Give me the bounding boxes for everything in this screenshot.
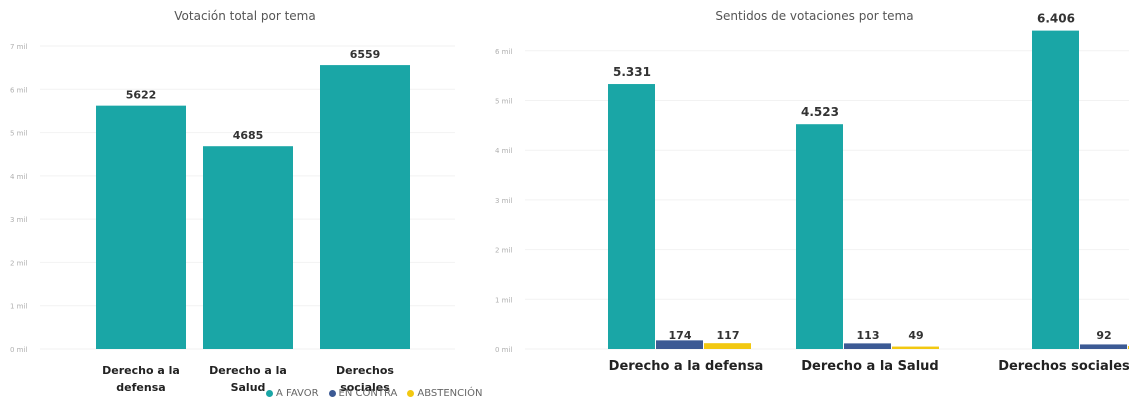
bar <box>892 346 939 349</box>
y-tick-label: 7 mil <box>10 43 27 51</box>
data-label: 117 <box>717 329 740 342</box>
legend-swatch-abstencion <box>407 390 415 397</box>
y-tick-label: 5 mil <box>10 130 27 138</box>
legend-label-abstencion: ABSTENCIÓN <box>417 388 483 399</box>
bar <box>608 84 655 349</box>
y-tick-label: 2 mil <box>10 259 27 267</box>
x-tick-label: sociales <box>340 381 390 394</box>
y-tick-label: 5 mil <box>495 97 512 105</box>
chart-title-direction: Sentidos de votaciones por tema <box>715 9 914 23</box>
bar <box>704 343 751 349</box>
total-votes-plot: 0 mil 1 mil 2 mil 3 mil 4 mil 5 mil 6 mil 7 mil… <box>10 43 455 394</box>
data-label: 113 <box>857 329 880 342</box>
bar <box>203 146 293 349</box>
votes-direction-chart: Sentidos de votaciones por tema 0 mil 1 m… <box>470 0 1129 405</box>
legend-swatch-a-favor <box>266 390 273 397</box>
x-tick-label: Derecho a la <box>209 364 287 377</box>
y-tick-label: 1 mil <box>10 303 27 311</box>
bar <box>96 105 186 350</box>
x-tick-label: Derechos <box>336 364 394 377</box>
x-tick-label: Derecho a la Salud <box>801 359 938 374</box>
total-votes-chart: Votación total por tema 0 mil 1 mil 2 mil 3… <box>0 0 470 405</box>
data-label: 4.523 <box>801 105 839 119</box>
legend-label-a-favor: A FAVOR <box>276 388 319 399</box>
y-tick-label: 4 mil <box>10 173 27 181</box>
x-tick-label: Derecho a la defensa <box>609 359 764 374</box>
bar <box>1032 30 1079 349</box>
legend-swatch-en-contra <box>328 390 336 397</box>
x-tick-label: Derechos sociales <box>998 359 1129 374</box>
y-tick-label: 4 mil <box>495 147 512 155</box>
data-label: 92 <box>1096 329 1111 342</box>
legend-item-en-contra[interactable]: EN CONTRA <box>328 388 398 399</box>
x-tick-label: Salud <box>231 381 266 394</box>
data-label: 5.331 <box>613 65 651 79</box>
data-label: 6559 <box>350 48 381 61</box>
legend-item-abstencion[interactable]: ABSTENCIÓN <box>407 388 482 399</box>
bar <box>1080 344 1127 349</box>
legend: A FAVOR EN CONTRA ABSTENCIÓN <box>266 388 482 399</box>
data-label: 49 <box>908 329 923 342</box>
y-tick-label: 0 mil <box>495 346 512 354</box>
y-tick-label: 0 mil <box>10 346 27 354</box>
x-tick-label: Derecho a la <box>102 364 180 377</box>
legend-label-en-contra: EN CONTRA <box>338 388 398 399</box>
data-label: 6.406 <box>1037 12 1075 26</box>
bar <box>320 65 410 350</box>
legend-item-a-favor[interactable]: A FAVOR <box>266 388 319 399</box>
bar <box>656 340 703 349</box>
bar <box>844 343 891 349</box>
y-tick-label: 2 mil <box>495 247 512 255</box>
y-tick-label: 3 mil <box>10 216 27 224</box>
data-label: 174 <box>669 329 692 342</box>
data-label: 5622 <box>126 89 157 102</box>
y-tick-label: 1 mil <box>495 296 512 304</box>
y-tick-label: 6 mil <box>10 86 27 94</box>
votes-direction-plot: 0 mil 1 mil 2 mil 3 mil 4 mil 5 mil 6 mil 5.331… <box>495 12 1129 374</box>
data-label: 4685 <box>233 129 264 142</box>
y-tick-label: 6 mil <box>495 48 512 56</box>
bar <box>796 124 843 349</box>
y-tick-label: 3 mil <box>495 197 512 205</box>
chart-title-total: Votación total por tema <box>174 9 316 23</box>
x-tick-label: defensa <box>116 381 165 394</box>
